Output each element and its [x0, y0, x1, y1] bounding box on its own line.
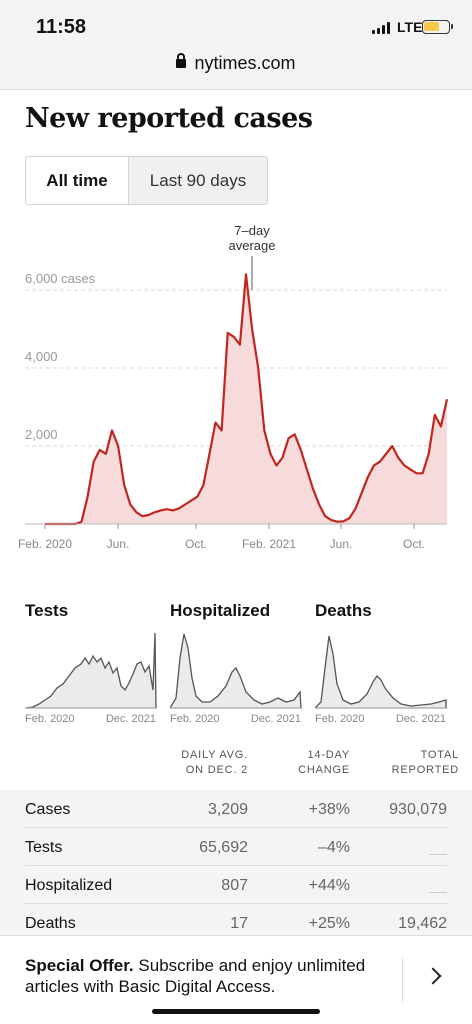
- cell-daily: 807: [221, 877, 248, 894]
- cell-change: +25%: [308, 915, 350, 932]
- cell-daily: 65,692: [199, 839, 248, 856]
- x-tick-label: Dec. 2021: [106, 713, 156, 725]
- series-area: [45, 274, 447, 524]
- y-tick-label: 6,000 cases: [25, 271, 96, 286]
- cell-daily: 3,209: [207, 801, 248, 818]
- tab-last-90-days[interactable]: Last 90 days: [128, 156, 268, 205]
- cell-total: 19,462: [398, 915, 447, 932]
- x-tick-label: Feb. 2021: [242, 537, 296, 551]
- signal-icon: [372, 22, 392, 34]
- tests-title: Tests: [25, 601, 69, 620]
- x-tick-label: Dec. 2021: [396, 713, 446, 725]
- col-header-total: TOTAL REPORTED: [391, 749, 459, 776]
- cell-total-empty: [429, 846, 447, 864]
- annotation-label: 7–day: [234, 223, 270, 238]
- cell-daily: 17: [230, 915, 248, 932]
- col-header-change: 14-DAY CHANGE: [298, 749, 350, 776]
- cell-change: +44%: [308, 877, 350, 894]
- clock: 11:58: [36, 16, 87, 38]
- x-tick-label: Feb. 2020: [315, 713, 365, 725]
- summary-table: Cases 3,209 +38% 930,079 Tests 65,692 –4…: [0, 790, 472, 940]
- url-text: nytimes.com: [194, 53, 296, 73]
- battery-icon: [422, 20, 453, 34]
- deaths-sparkline: Feb. 2020 Dec. 2021: [315, 635, 447, 725]
- page-title: New reported cases: [25, 103, 313, 134]
- col-header-daily: DAILY AVG. ON DEC. 2: [181, 749, 248, 776]
- cases-chart: 6,000 cases 4,000 2,000 7–day average Fe…: [18, 223, 449, 551]
- hospitalized-title: Hospitalized: [170, 601, 271, 620]
- table-row: Deaths 17 +25% 19,462: [0, 904, 472, 942]
- deaths-title: Deaths: [315, 601, 372, 620]
- y-tick-label: 2,000: [25, 427, 58, 442]
- x-tick-label: Oct.: [403, 537, 425, 551]
- row-label: Tests: [25, 839, 63, 856]
- table-row: Hospitalized 807 +44%: [0, 866, 472, 904]
- x-tick-label: Jun.: [330, 537, 353, 551]
- status-bar: 11:58 LTE: [0, 0, 472, 48]
- cell-change: –4%: [317, 839, 350, 856]
- address-bar[interactable]: nytimes.com: [0, 48, 472, 90]
- table-row: Tests 65,692 –4%: [0, 828, 472, 866]
- x-tick-label: Dec. 2021: [251, 713, 301, 725]
- x-tick-label: Oct.: [185, 537, 207, 551]
- lock-icon: [176, 53, 187, 68]
- annotation-label: average: [229, 238, 276, 253]
- table-row: Cases 3,209 +38% 930,079: [0, 790, 472, 828]
- series-line: [45, 273, 449, 526]
- offer-text[interactable]: Special Offer. Subscribe and enjoy unlim…: [25, 956, 366, 996]
- chevron-right-icon[interactable]: [424, 967, 442, 985]
- tests-sparkline: Feb. 2020 Dec. 2021: [25, 632, 157, 725]
- home-indicator: [152, 1009, 320, 1014]
- network-label: LTE: [397, 19, 423, 35]
- cell-total-empty: [429, 884, 447, 902]
- cell-change: +38%: [308, 801, 350, 818]
- row-label: Hospitalized: [25, 877, 113, 894]
- x-tick-label: Feb. 2020: [25, 713, 75, 725]
- hospitalized-sparkline: Feb. 2020 Dec. 2021: [170, 633, 302, 725]
- y-tick-label: 4,000: [25, 349, 58, 364]
- cell-total: 930,079: [389, 801, 447, 818]
- x-tick-label: Feb. 2020: [18, 537, 72, 551]
- row-label: Cases: [25, 801, 71, 818]
- x-tick-label: Feb. 2020: [170, 713, 220, 725]
- x-tick-label: Jun.: [107, 537, 130, 551]
- tab-all-time[interactable]: All time: [25, 156, 129, 205]
- row-label: Deaths: [25, 915, 76, 932]
